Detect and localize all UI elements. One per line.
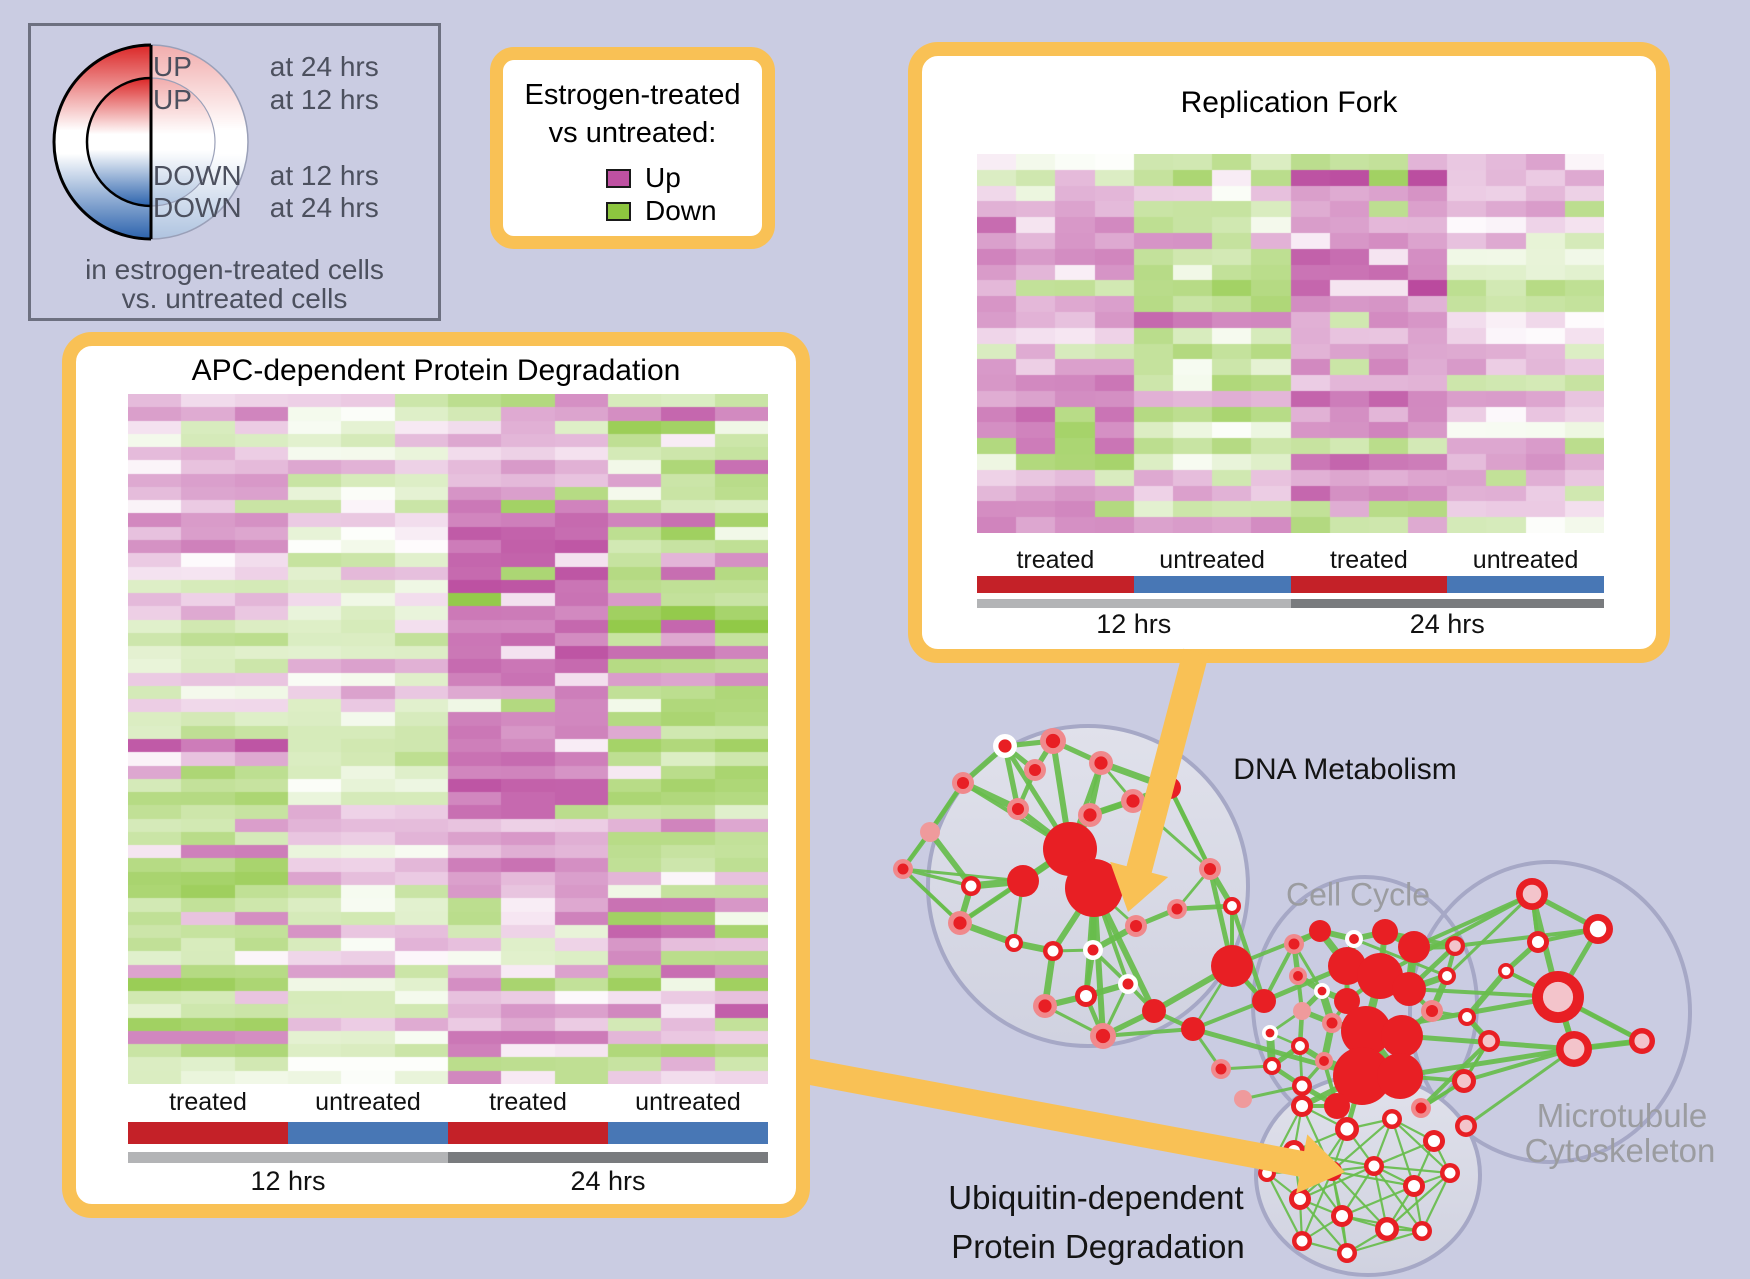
untreated-bar xyxy=(1447,576,1604,593)
t12-bar xyxy=(977,599,1291,608)
condition-label: treated xyxy=(489,1088,567,1116)
updown-footer-line2: vs. untreated cells xyxy=(121,283,348,314)
legend-item-up: Up xyxy=(606,162,681,193)
rf-time-labels: 12 hrs 24 hrs xyxy=(977,609,1604,640)
treated-bar xyxy=(977,576,1134,593)
rf-time-colorbar xyxy=(977,599,1604,608)
microtubule-label-line1: Microtubule xyxy=(1536,1097,1708,1134)
updown-time: at 12 hrs xyxy=(269,160,379,191)
up-color-swatch xyxy=(606,168,631,188)
time-label: 24 hrs xyxy=(1409,609,1485,639)
apc-panel-title: APC-dependent Protein Degradation xyxy=(191,354,681,387)
apc-heatmap xyxy=(128,394,768,1084)
dna-metabolism-label: DNA Metabolism xyxy=(1233,753,1457,786)
condition-label: untreated xyxy=(635,1088,741,1116)
updown-direction: UP xyxy=(153,51,192,82)
apc-condition-labels: treated untreated treated untreated xyxy=(128,1088,768,1117)
untreated-bar xyxy=(608,1122,768,1144)
updown-direction: UP xyxy=(153,84,192,115)
legend-item-down: Down xyxy=(606,195,717,226)
replication-fork-panel: Replication Fork treated untreated treat… xyxy=(908,42,1670,663)
estrogen-legend-title-line1: Estrogen-treated xyxy=(524,79,741,111)
updown-legend-box: UP at 24 hrs UP at 12 hrs DOWN at 12 hrs… xyxy=(28,23,441,321)
t24-bar xyxy=(1290,599,1604,608)
microtubule-label-line2: Cytoskeleton xyxy=(1524,1132,1716,1169)
updown-direction: DOWN xyxy=(153,160,242,191)
condition-label: untreated xyxy=(315,1088,421,1116)
apc-time-labels: 12 hrs 24 hrs xyxy=(128,1166,768,1197)
condition-label: untreated xyxy=(1472,546,1579,574)
condition-label: treated xyxy=(1329,546,1408,574)
time-label: 24 hrs xyxy=(570,1166,646,1196)
cell-cycle-label: Cell Cycle xyxy=(1285,876,1431,913)
updown-gradient-dial-icon xyxy=(52,43,249,241)
treated-bar xyxy=(448,1122,608,1144)
down-color-swatch xyxy=(606,201,631,221)
t12-bar xyxy=(128,1152,448,1163)
updown-time: at 12 hrs xyxy=(269,84,379,115)
rf-condition-colorbar xyxy=(977,576,1604,593)
updown-time: at 24 hrs xyxy=(269,192,379,223)
time-label: 12 hrs xyxy=(250,1166,326,1196)
up-label: Up xyxy=(645,162,681,193)
updown-row: UP at 24 hrs xyxy=(153,50,379,84)
apc-panel: APC-dependent Protein Degradation treate… xyxy=(62,332,810,1218)
untreated-bar xyxy=(288,1122,448,1144)
t24-bar xyxy=(448,1152,768,1163)
apc-condition-colorbar xyxy=(128,1122,768,1144)
condition-label: untreated xyxy=(1159,546,1265,574)
updown-direction: DOWN xyxy=(153,192,242,223)
updown-row: DOWN at 12 hrs xyxy=(153,159,379,193)
treated-bar xyxy=(1290,576,1448,593)
ubiquitin-label-line2: Protein Degradation xyxy=(951,1228,1245,1265)
rf-panel-title: Replication Fork xyxy=(1180,86,1398,119)
treated-bar xyxy=(128,1122,288,1144)
updown-row: UP at 12 hrs xyxy=(153,83,379,117)
condition-label: treated xyxy=(169,1088,247,1116)
updown-row: DOWN at 24 hrs xyxy=(153,191,379,225)
untreated-bar xyxy=(1133,576,1291,593)
rf-heatmap xyxy=(977,154,1604,533)
apc-time-colorbar xyxy=(128,1152,768,1163)
estrogen-legend-box: Estrogen-treated vs untreated: Up Down xyxy=(490,47,775,249)
condition-label: treated xyxy=(1016,546,1095,574)
time-label: 12 hrs xyxy=(1096,609,1172,639)
updown-time: at 24 hrs xyxy=(269,51,379,82)
rf-condition-labels: treated untreated treated untreated xyxy=(977,546,1604,575)
ubiquitin-label-line1: Ubiquitin-dependent xyxy=(948,1179,1244,1216)
down-label: Down xyxy=(645,195,717,226)
updown-footer-line1: in estrogen-treated cells xyxy=(85,254,384,285)
estrogen-legend-title-line2: vs untreated: xyxy=(548,117,717,149)
